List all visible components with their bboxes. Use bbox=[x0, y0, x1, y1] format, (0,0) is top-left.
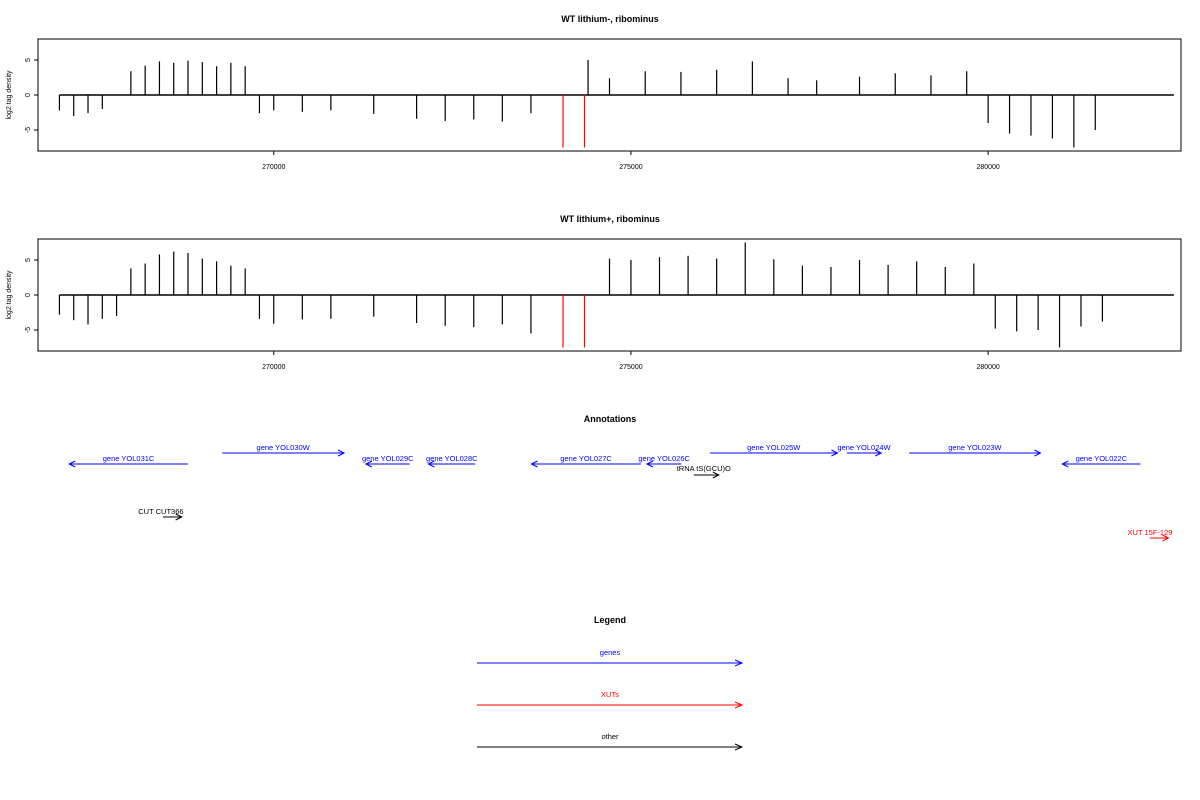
annotation-label: gene YOL026C bbox=[638, 454, 690, 463]
arrowhead bbox=[712, 471, 720, 479]
chart-title: WT lithium-, ribominus bbox=[561, 14, 659, 24]
arrowhead bbox=[1061, 460, 1069, 468]
annotation-label: gene YOL030W bbox=[257, 443, 311, 452]
legend-arrowhead bbox=[734, 659, 744, 667]
y-tick-label: -5 bbox=[25, 327, 32, 333]
annotation-label: gene YOL024W bbox=[837, 443, 891, 452]
arrowhead bbox=[175, 513, 183, 521]
annotation-label: gene YOL029C bbox=[362, 454, 414, 463]
annotation-label: CUT CUT366 bbox=[138, 507, 183, 516]
x-tick-label: 280000 bbox=[976, 364, 999, 371]
legend-arrowhead bbox=[734, 743, 744, 751]
y-tick-label: 0 bbox=[25, 293, 32, 297]
x-tick-label: 270000 bbox=[262, 364, 285, 371]
arrowhead bbox=[68, 460, 76, 468]
annotation-label: tRNA tS(GCU)O bbox=[677, 464, 731, 473]
arrowhead bbox=[645, 460, 654, 468]
y-tick-label: 5 bbox=[25, 258, 32, 262]
annotation-label: gene YOL023W bbox=[948, 443, 1002, 452]
x-tick-label: 275000 bbox=[619, 364, 642, 371]
y-tick-label: -5 bbox=[25, 127, 32, 133]
annotation-label: gene YOL027C bbox=[560, 454, 612, 463]
annotation-label: gene YOL022C bbox=[1076, 454, 1128, 463]
annotations-title: Annotations bbox=[584, 414, 637, 424]
x-tick-label: 270000 bbox=[262, 164, 285, 171]
annotation-label: XUT 15F-129 bbox=[1128, 528, 1173, 537]
arrowhead bbox=[1162, 534, 1170, 542]
y-tick-label: 5 bbox=[25, 58, 32, 62]
arrowhead bbox=[364, 460, 373, 468]
legend-label: other bbox=[601, 732, 619, 741]
x-tick-label: 275000 bbox=[619, 164, 642, 171]
legend-title: Legend bbox=[594, 615, 626, 625]
y-axis-label: log2 tag density bbox=[6, 70, 13, 120]
legend-label: XUTs bbox=[601, 690, 619, 699]
legend-arrowhead bbox=[734, 701, 744, 709]
chart-title: WT lithium+, ribominus bbox=[560, 214, 660, 224]
arrowhead bbox=[427, 460, 435, 468]
x-tick-label: 280000 bbox=[976, 164, 999, 171]
arrowhead bbox=[530, 460, 538, 468]
annotation-label: gene YOL031C bbox=[103, 454, 155, 463]
arrowhead bbox=[1034, 449, 1042, 457]
arrowhead bbox=[337, 449, 346, 457]
legend-label: genes bbox=[600, 648, 621, 657]
arrowhead bbox=[874, 449, 883, 457]
annotation-label: gene YOL025W bbox=[747, 443, 801, 452]
y-axis-label: log2 tag density bbox=[6, 270, 13, 320]
annotation-label: gene YOL028C bbox=[426, 454, 478, 463]
y-tick-label: 0 bbox=[25, 93, 32, 97]
arrowhead bbox=[831, 449, 839, 457]
